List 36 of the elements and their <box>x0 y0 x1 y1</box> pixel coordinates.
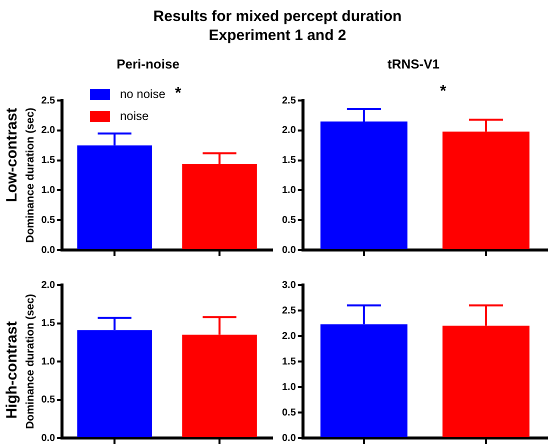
y-tick-label: 0.0 <box>41 244 56 256</box>
text: Experiment 1 and 2 <box>208 27 348 44</box>
text: High-contrast <box>4 321 20 419</box>
y-tick-label: 1.5 <box>282 356 296 368</box>
y-tick-label: 0.5 <box>41 214 56 226</box>
legend-label: no noise <box>119 86 166 103</box>
y-tick-label: 0.0 <box>282 244 296 256</box>
legend-label: noise <box>119 108 150 125</box>
y-tick-label: 2.0 <box>282 125 296 136</box>
y-tick-label: 1.0 <box>41 184 56 196</box>
y-tick-label: 2.0 <box>41 280 56 291</box>
text: Low-contrast <box>4 108 20 202</box>
y-tick-label: 2.0 <box>282 330 296 342</box>
y-axis-title: Dominance duration (sec) <box>24 294 37 430</box>
y-tick-label: 1.0 <box>41 356 56 368</box>
y-tick-label: 2.5 <box>282 95 296 106</box>
y-tick-label: 0.0 <box>41 432 56 444</box>
y-axis-title: Dominance duration (sec) <box>24 107 37 243</box>
y-tick-label: 2.5 <box>282 305 296 316</box>
annotation: * <box>175 85 182 103</box>
y-tick-label: 2.0 <box>41 125 56 136</box>
y-tick-label: 1.5 <box>41 155 56 166</box>
y-tick-label: 0.0 <box>282 432 296 444</box>
y-tick-label: 0.5 <box>41 394 56 406</box>
y-tick-label: 1.0 <box>282 184 296 196</box>
text: * <box>440 83 446 101</box>
y-tick-label: 1.5 <box>41 318 56 329</box>
y-tick-label: 1.5 <box>282 155 296 166</box>
y-tick-label: 2.5 <box>41 95 56 106</box>
y-tick-label: 0.5 <box>282 407 296 418</box>
y-tick-label: 0.5 <box>282 214 296 226</box>
chart-title: tRNS-V1 <box>387 56 440 72</box>
y-tick-label: 3.0 <box>282 280 296 291</box>
y-tick-label: 1.0 <box>282 382 296 393</box>
text: Results for mixed percept duration <box>152 8 403 25</box>
chart-title: Peri-noise <box>116 56 180 72</box>
